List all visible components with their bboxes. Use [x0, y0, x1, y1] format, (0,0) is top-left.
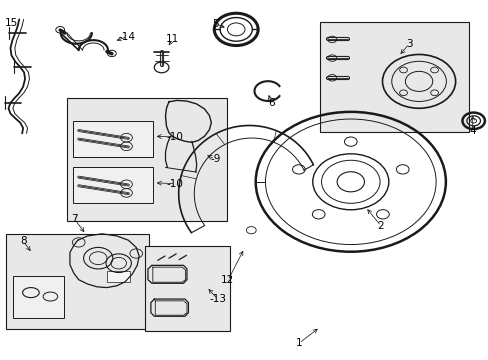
- Text: -10: -10: [166, 179, 183, 189]
- FancyBboxPatch shape: [13, 276, 64, 318]
- Text: 4: 4: [468, 126, 475, 135]
- Text: -9: -9: [210, 154, 220, 164]
- Text: -13: -13: [209, 294, 226, 304]
- Text: 11: 11: [165, 34, 179, 44]
- Text: 12: 12: [221, 275, 234, 285]
- Text: 6: 6: [267, 98, 274, 108]
- FancyBboxPatch shape: [107, 271, 130, 282]
- Text: 1: 1: [295, 338, 302, 348]
- Text: 8: 8: [20, 236, 26, 246]
- FancyBboxPatch shape: [73, 167, 153, 203]
- Text: 3: 3: [405, 39, 412, 49]
- Text: 15: 15: [5, 18, 18, 28]
- FancyBboxPatch shape: [5, 234, 149, 329]
- Text: 5: 5: [212, 19, 219, 29]
- Text: -14: -14: [119, 32, 136, 41]
- FancyBboxPatch shape: [144, 246, 229, 330]
- FancyBboxPatch shape: [66, 98, 227, 221]
- Text: 2: 2: [377, 221, 384, 231]
- Text: -10: -10: [166, 132, 183, 142]
- FancyBboxPatch shape: [320, 22, 468, 132]
- FancyBboxPatch shape: [73, 121, 153, 157]
- Text: 7: 7: [71, 215, 78, 224]
